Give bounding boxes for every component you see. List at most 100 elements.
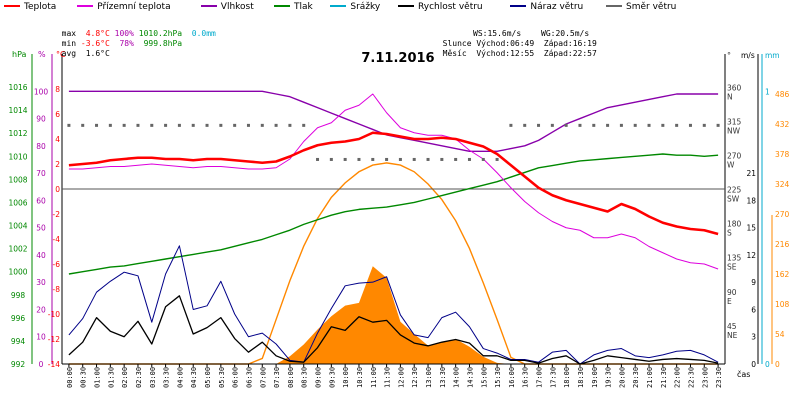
legend-label: Náraz větru — [530, 2, 584, 12]
temp-tick-label: 4 — [55, 135, 60, 144]
wind-speed-line — [68, 295, 719, 365]
wm2-tick-label: 162 — [775, 270, 790, 279]
temp-tick-label: -12 — [48, 335, 60, 344]
sun-rise: Slunce Východ:06:49 — [442, 39, 535, 48]
wind-direction-point — [385, 157, 389, 161]
x-tick-label: 14:30 — [466, 367, 474, 388]
x-tick-label: 12:00 — [397, 367, 405, 388]
dir-tick-value: 315 — [727, 117, 742, 126]
wind-direction-point — [150, 123, 154, 127]
wind-direction-point — [578, 123, 582, 127]
pct-tick-label: 10 — [36, 333, 46, 342]
wind-direction-point — [122, 123, 126, 127]
wind-direction-point — [440, 157, 444, 161]
x-tick-label: 21:00 — [646, 367, 654, 388]
hpa-tick-label: 1012 — [8, 129, 27, 138]
ms-tick-label: 9 — [751, 278, 756, 287]
x-tick-label: 23:30 — [715, 367, 723, 388]
temp-tick-label: 6 — [55, 110, 60, 119]
x-tick-label: 15:30 — [494, 367, 502, 388]
stat-avg-label: avg — [61, 49, 77, 58]
temp-tick-label: -2 — [53, 210, 61, 219]
dir-tick-value: 360 — [727, 83, 742, 92]
wm2-tick-label: 378 — [775, 150, 790, 159]
hpa-axis-label: hPa — [12, 50, 27, 59]
wind-direction-point — [191, 123, 195, 127]
moon-set: Západ:22:57 — [543, 49, 597, 58]
wind-direction-point — [81, 123, 85, 127]
wm2-tick-label: 216 — [775, 240, 790, 249]
x-tick-label: 01:00 — [94, 367, 102, 388]
temp-tick-label: 2 — [55, 160, 60, 169]
wm2-tick-label: 0 — [775, 360, 780, 369]
pct-tick-label: 0 — [39, 360, 44, 369]
wind-direction-point — [454, 157, 458, 161]
temp-tick-label: -8 — [53, 285, 61, 294]
x-tick-label: 17:00 — [536, 367, 544, 388]
mm-axis-label: mm — [765, 51, 780, 60]
x-tick-label: 08:30 — [301, 367, 309, 388]
wind-direction-point — [316, 157, 320, 161]
humidity-line — [68, 90, 719, 152]
wind-direction-point — [412, 157, 416, 161]
x-tick-label: 16:00 — [508, 367, 516, 388]
pct-tick-label: 50 — [36, 224, 46, 233]
x-tick-label: 06:30 — [245, 367, 253, 388]
hpa-tick-label: 1016 — [8, 83, 27, 92]
x-tick-label: 17:30 — [549, 367, 557, 388]
wind-direction-point — [495, 157, 499, 161]
x-tick-label: 03:00 — [149, 367, 157, 388]
x-tick-label: 10:30 — [356, 367, 364, 388]
dir-tick-name: SE — [727, 263, 737, 272]
wind-direction-point — [274, 123, 278, 127]
legend-label: Tlak — [294, 2, 313, 12]
wind-direction-point — [550, 123, 554, 127]
wind-direction-point — [205, 123, 209, 127]
stat-max-rain: 0.0mm — [191, 29, 216, 38]
wind-direction-point — [371, 157, 375, 161]
x-tick-label: 05:30 — [218, 367, 226, 388]
wind-direction-point — [426, 157, 430, 161]
wind-direction-point — [343, 157, 347, 161]
mm-tick-label: 1 — [765, 87, 770, 96]
legend-swatch — [4, 5, 20, 7]
legend-swatch — [77, 5, 94, 7]
dir-tick-name: W — [727, 160, 735, 169]
x-tick-label: 14:00 — [453, 367, 461, 388]
pct-axis-label: % — [38, 50, 46, 59]
legend-swatch — [274, 5, 290, 7]
x-tick-label: 18:00 — [563, 367, 571, 388]
temperature-line — [68, 131, 719, 236]
legend-label: Rychlost větru — [418, 2, 483, 12]
mm-tick-label: 0 — [765, 360, 770, 369]
hpa-tick-label: 1006 — [8, 198, 27, 207]
stat-min-label: min — [61, 39, 77, 48]
temp-tick-label: 8 — [55, 85, 60, 94]
temp-tick-label: -6 — [53, 260, 61, 269]
ms-tick-label: 0 — [751, 360, 756, 369]
dir-tick-value: 180 — [727, 220, 742, 229]
pct-tick-label: 30 — [36, 278, 46, 287]
ms-tick-label: 15 — [746, 224, 756, 233]
wind-direction-point — [329, 157, 333, 161]
pct-tick-label: 60 — [36, 196, 46, 205]
x-tick-label: 04:00 — [176, 367, 184, 388]
ms-tick-label: 18 — [746, 196, 756, 205]
stat-max-press: 1010.2hPa — [138, 29, 183, 38]
x-tick-label: 15:00 — [480, 367, 488, 388]
x-tick-label: 04:30 — [190, 367, 198, 388]
temp-tick-label: -4 — [53, 235, 61, 244]
legend-swatch — [510, 5, 527, 7]
dir-tick-value: 225 — [727, 186, 742, 195]
pct-tick-label: 40 — [36, 251, 46, 260]
temp-tick-label: -14 — [48, 360, 60, 369]
x-tick-label: 06:00 — [232, 367, 240, 388]
x-tick-label: 01:30 — [107, 367, 115, 388]
stat-min-temp: -3.6°C — [80, 39, 110, 48]
wm2-tick-label: 270 — [775, 210, 790, 219]
stats-avg: avg 1.6°C — [52, 39, 110, 59]
x-tick-label: 22:00 — [674, 367, 682, 388]
dir-tick-name: SW — [727, 195, 740, 204]
stats-min: min -3.6°C 78% 999.8hPa — [52, 29, 182, 49]
